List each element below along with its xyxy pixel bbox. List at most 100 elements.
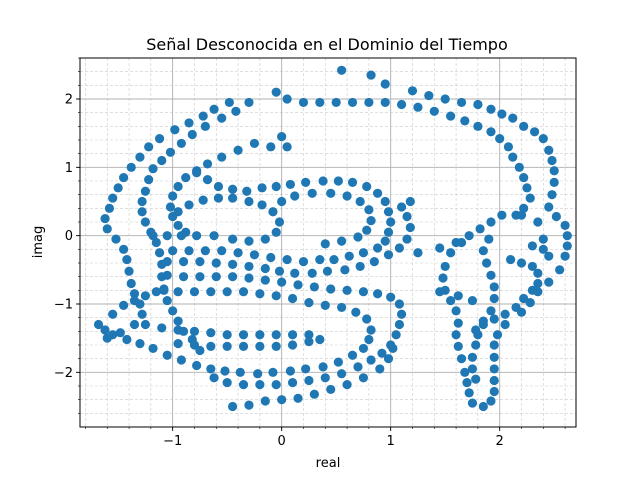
scatter-point <box>157 323 167 333</box>
scatter-point <box>154 248 165 258</box>
scatter-point <box>189 340 200 350</box>
scatter-point <box>206 287 216 297</box>
x-tick-label: 1 <box>387 434 395 449</box>
scatter-point <box>173 339 183 349</box>
scatter-point <box>380 196 390 207</box>
scatter-point <box>342 285 352 295</box>
scatter-point <box>383 227 394 237</box>
scatter-point <box>495 134 505 144</box>
scatter-point <box>337 369 347 379</box>
scatter-point <box>478 401 488 412</box>
scatter-point <box>255 330 265 340</box>
scatter-point <box>440 94 450 104</box>
scatter-point <box>342 191 352 201</box>
scatter-point <box>181 172 191 183</box>
scatter-point <box>176 355 186 365</box>
scatter-point <box>162 295 172 306</box>
scatter-point <box>497 109 507 119</box>
scatter-point <box>486 104 496 114</box>
scatter-point <box>290 191 300 201</box>
scatter-point <box>366 70 376 80</box>
scatter-point <box>369 257 379 267</box>
scatter-point <box>122 254 132 265</box>
scatter-point <box>460 116 470 126</box>
scatter-point <box>129 319 140 330</box>
axis-ticks: −1 0 1 2 −2 −1 0 1 2 <box>54 57 566 449</box>
scatter-point <box>333 357 343 367</box>
scatter-point <box>206 328 216 338</box>
scatter-point <box>298 257 309 267</box>
y-tick-label: −1 <box>54 298 73 313</box>
scatter-point <box>467 364 478 374</box>
scatter-point <box>326 284 336 294</box>
scatter-point <box>148 164 158 174</box>
scatter-point <box>126 278 136 289</box>
scatter-point <box>347 177 358 187</box>
scatter-point <box>435 287 445 297</box>
scatter-point <box>268 367 278 377</box>
scatter-point <box>383 354 394 364</box>
scatter-point <box>162 270 172 280</box>
scatter-point <box>168 191 178 201</box>
x-axis-label: real <box>316 456 341 471</box>
scatter-point <box>217 152 227 162</box>
scatter-point <box>471 374 481 384</box>
scatter-point <box>244 196 254 207</box>
scatter-point <box>527 261 537 272</box>
scatter-point <box>213 193 224 203</box>
scatter-point <box>200 121 210 131</box>
scatter-point <box>353 362 363 372</box>
scatter-point <box>244 273 254 283</box>
scatter-point <box>544 202 554 212</box>
scatter-point <box>176 231 186 241</box>
scatter-point <box>538 244 548 254</box>
scatter-point <box>525 193 535 203</box>
scatter-point <box>478 246 488 256</box>
scatter-point <box>144 175 154 185</box>
scatter-point <box>173 287 183 297</box>
scatter-point <box>271 380 281 390</box>
scatter-point <box>192 231 202 241</box>
scatter-point <box>144 142 154 152</box>
scatter-point <box>184 118 194 128</box>
scatter-point <box>165 202 176 212</box>
scatter-point <box>140 217 151 227</box>
scatter-point <box>516 210 527 220</box>
scatter-point <box>242 186 252 196</box>
scatter-point <box>271 87 281 97</box>
scatter-point <box>195 257 205 267</box>
scatter-point <box>249 250 260 260</box>
scatter-point <box>396 202 407 212</box>
scatter-point <box>497 210 507 220</box>
scatter-point <box>309 282 319 292</box>
scatter-point <box>489 386 499 397</box>
scatter-point <box>446 248 456 258</box>
scatter-point <box>113 183 123 193</box>
scatter-point <box>315 334 325 345</box>
scatter-point <box>271 181 281 192</box>
scatter-point <box>235 367 245 377</box>
scatter-point <box>464 231 474 241</box>
scatter-point <box>486 217 496 227</box>
scatter-point <box>489 314 499 324</box>
y-tick-label: 0 <box>65 229 73 244</box>
scatter-point <box>115 328 125 338</box>
scatter-point <box>293 393 303 403</box>
scatter-point <box>222 330 232 340</box>
scatter-point <box>192 168 202 178</box>
scatter-point <box>358 248 369 258</box>
scatter-point <box>326 384 336 395</box>
scatter-point <box>271 341 281 351</box>
scatter-point <box>358 373 369 383</box>
scatter-point <box>505 254 516 265</box>
scatter-point <box>184 246 194 256</box>
scatter-point <box>486 127 496 137</box>
scatter-point <box>309 389 319 399</box>
scatter-point <box>159 285 169 295</box>
scatter-point <box>453 341 463 351</box>
scatter-point <box>451 306 461 316</box>
scatter-point <box>151 237 161 248</box>
scatter-point <box>148 343 158 354</box>
scatter-point <box>213 181 224 192</box>
